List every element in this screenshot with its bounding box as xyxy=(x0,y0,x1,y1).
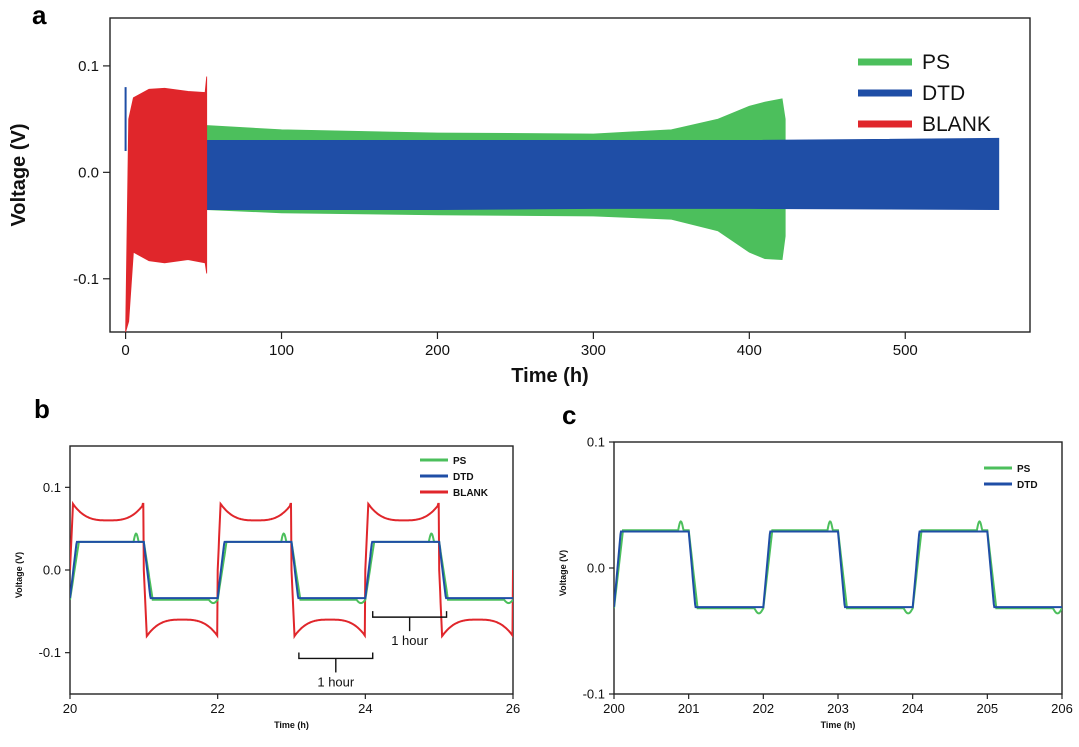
x-tick-label: 200 xyxy=(425,342,450,359)
series-band-blank xyxy=(125,76,208,332)
y-tick-label: 0.1 xyxy=(43,480,61,495)
plot-area xyxy=(70,500,513,640)
x-axis-label: Time (h) xyxy=(511,365,588,387)
x-tick-label: 206 xyxy=(1051,701,1073,716)
chart-a: 0 100 200 300 400 500 -0.1 0.0 0.1 Time (h) Voltag… xyxy=(8,17,1031,387)
x-tick-label: 22 xyxy=(210,701,224,716)
x-tick-label: 24 xyxy=(358,701,372,716)
x-tick-label: 500 xyxy=(893,342,918,359)
y-tick-label: -0.1 xyxy=(39,645,61,660)
x-tick-label: 400 xyxy=(737,342,762,359)
series-line-dtd xyxy=(70,540,513,600)
panel-label-a: a xyxy=(32,0,47,30)
series-line-ps xyxy=(614,520,1062,615)
x-tick-label: 100 xyxy=(269,342,294,359)
hour-bracket xyxy=(298,652,374,660)
plot-frame xyxy=(613,441,1063,695)
legend-label-ps: PS xyxy=(453,456,467,467)
x-tick-label: 300 xyxy=(581,342,606,359)
legend: PS DTD xyxy=(984,464,1038,491)
legend-label-ps: PS xyxy=(922,51,950,74)
legend-label-blank: BLANK xyxy=(922,113,991,136)
x-axis-label: Time (h) xyxy=(274,720,309,730)
y-tick-label: 0.1 xyxy=(587,435,605,450)
hour-annotation: 1 hour xyxy=(317,674,355,689)
legend-label-ps: PS xyxy=(1017,464,1031,475)
x-tick-label: 205 xyxy=(976,701,998,716)
x-tick-label: 200 xyxy=(603,701,625,716)
series-line-blank xyxy=(70,500,513,640)
y-tick-label: 0.1 xyxy=(78,58,99,75)
x-tick-label: 0 xyxy=(121,342,129,359)
hour-annotation: 1 hour xyxy=(391,633,429,648)
y-axis-label: Voltage (V) xyxy=(558,550,568,596)
y-tick-label: 0.0 xyxy=(43,563,61,578)
panel-label-b: b xyxy=(34,394,50,424)
x-tick-label: 204 xyxy=(902,701,924,716)
legend-label-dtd: DTD xyxy=(922,82,965,105)
chart-c: 200 201 202 203 204 205 206 -0.1 0.0 0.1 Time (h) V… xyxy=(558,435,1073,730)
y-tick-label: 0.0 xyxy=(78,165,99,182)
x-tick-label: 26 xyxy=(506,701,520,716)
x-tick-label: 202 xyxy=(752,701,774,716)
panel-label-c: c xyxy=(562,400,576,430)
series-line-dtd xyxy=(614,530,1062,609)
hour-bracket xyxy=(372,611,448,618)
plot-frame xyxy=(109,17,1031,333)
x-tick-label: 20 xyxy=(63,701,77,716)
legend: PS DTD BLANK xyxy=(858,51,991,136)
legend-label-dtd: DTD xyxy=(453,472,474,483)
plot-area xyxy=(124,76,1000,332)
y-tick-label: -0.1 xyxy=(73,271,99,288)
series-band-dtd xyxy=(206,137,1000,211)
legend-label-blank: BLANK xyxy=(453,488,489,499)
y-axis-label: Voltage (V) xyxy=(8,124,30,227)
x-tick-label: 201 xyxy=(678,701,700,716)
x-axis-label: Time (h) xyxy=(821,720,856,730)
plot-area xyxy=(614,520,1062,615)
y-tick-label: -0.1 xyxy=(583,687,605,702)
y-tick-label: 0.0 xyxy=(587,561,605,576)
legend-label-dtd: DTD xyxy=(1017,480,1038,491)
y-axis-label: Voltage (V) xyxy=(14,552,24,598)
x-tick-label: 203 xyxy=(827,701,849,716)
legend: PS DTD BLANK xyxy=(420,456,489,499)
chart-b: 20 22 24 26 -0.1 0.0 0.1 Time (h) Voltage (V) PS D… xyxy=(14,445,520,730)
